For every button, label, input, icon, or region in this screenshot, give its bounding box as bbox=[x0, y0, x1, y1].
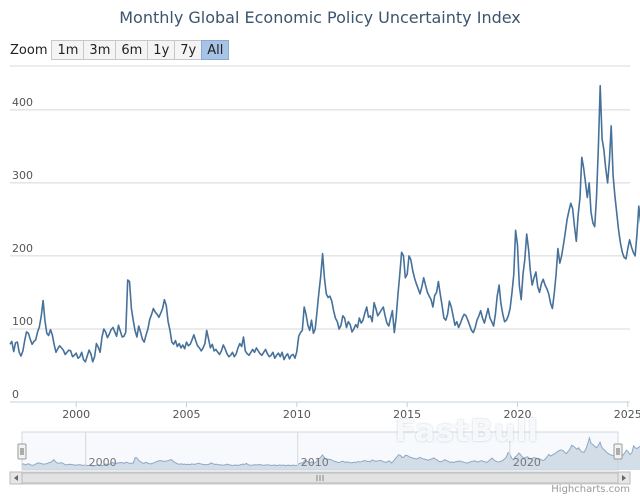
scrollbar-grip-icon bbox=[316, 475, 324, 481]
navigator-axis-labels: 2000 2010 2020 bbox=[85, 432, 541, 470]
grid-lines bbox=[10, 65, 630, 403]
navigator-right-handle[interactable] bbox=[613, 443, 623, 460]
y-tick-label: 400 bbox=[12, 96, 33, 109]
navigator-left-handle[interactable] bbox=[17, 443, 27, 460]
credits-link[interactable]: Highcharts.com bbox=[551, 484, 630, 495]
x-tick-label: 2000 bbox=[62, 408, 90, 421]
zoom-all-button[interactable]: All bbox=[201, 40, 230, 60]
x-tick-label: 2010 bbox=[283, 408, 311, 421]
watermark-logo: FastBull bbox=[395, 414, 539, 449]
zoom-6m-button[interactable]: 6m bbox=[115, 40, 149, 60]
x-tick-label: 2025 bbox=[614, 408, 640, 421]
zoom-7y-button[interactable]: 7y bbox=[174, 40, 203, 60]
zoom-label: Zoom bbox=[10, 42, 48, 58]
scrollbar-left-arrow[interactable] bbox=[9, 471, 23, 485]
navigator-tick-label: 2010 bbox=[301, 456, 329, 469]
y-tick-label: 300 bbox=[12, 169, 33, 182]
scrollbar[interactable] bbox=[9, 471, 631, 485]
zoom-selector: Zoom 1m 3m 6m 1y 7y All bbox=[10, 40, 230, 60]
scrollbar-right-arrow[interactable] bbox=[617, 471, 631, 485]
chart-title: Monthly Global Economic Policy Uncertain… bbox=[119, 8, 521, 27]
navigator-tick-label: 2000 bbox=[89, 456, 117, 469]
zoom-1y-button[interactable]: 1y bbox=[147, 40, 176, 60]
series-line[interactable] bbox=[9, 66, 640, 363]
x-tick-label: 2015 bbox=[393, 408, 421, 421]
navigator-handles[interactable] bbox=[17, 443, 623, 460]
x-tick-label: 2005 bbox=[173, 408, 201, 421]
zoom-1m-button[interactable]: 1m bbox=[51, 40, 85, 60]
y-tick-label: 100 bbox=[12, 315, 33, 328]
navigator-tick-label: 2020 bbox=[513, 456, 541, 469]
x-tick-label: 2020 bbox=[503, 408, 531, 421]
x-axis-labels: 2000 2005 2010 2015 2020 2025 bbox=[10, 401, 640, 421]
navigator-series-line bbox=[21, 436, 640, 467]
navigator[interactable]: 2000 2010 2020 bbox=[17, 431, 640, 471]
zoom-3m-button[interactable]: 3m bbox=[83, 40, 117, 60]
y-tick-label: 0 bbox=[12, 388, 19, 401]
y-axis-labels: 0 100 200 300 400 bbox=[12, 96, 33, 401]
y-tick-label: 200 bbox=[12, 242, 33, 255]
